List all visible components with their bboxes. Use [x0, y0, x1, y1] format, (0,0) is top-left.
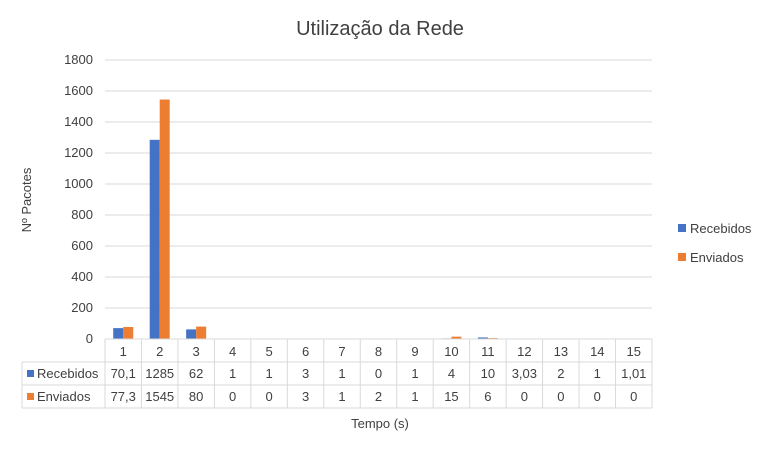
gridlines: [105, 59, 652, 309]
x-tick-label: 1: [120, 344, 127, 359]
data-label: 1545: [145, 389, 174, 404]
data-label: 1: [338, 389, 345, 404]
x-tick-label: 12: [517, 344, 531, 359]
y-tick-label: 0: [86, 331, 93, 346]
y-tick-label: 200: [71, 300, 93, 315]
x-axis-label: Tempo (s): [351, 416, 409, 431]
x-tick-label: 15: [627, 344, 641, 359]
data-label: 0: [229, 389, 236, 404]
data-label: 80: [189, 389, 203, 404]
data-label: 2: [557, 366, 564, 381]
bar-enviados-3: [196, 326, 207, 339]
legend-key-recebidos: [678, 224, 686, 232]
x-tick-label: 10: [444, 344, 458, 359]
data-label: 0: [557, 389, 564, 404]
x-tick-label: 2: [156, 344, 163, 359]
data-label: 6: [484, 389, 491, 404]
data-label: 1: [338, 366, 345, 381]
data-label: 0: [375, 366, 382, 381]
x-tick-label: 14: [590, 344, 604, 359]
data-label: 1: [594, 366, 601, 381]
legend-label: Recebidos: [690, 221, 752, 236]
data-label: 70,1: [111, 366, 136, 381]
bar-recebidos-2: [149, 139, 160, 339]
data-label: 0: [594, 389, 601, 404]
x-tick-label: 11: [481, 344, 495, 359]
bar-enviados-10: [451, 336, 462, 339]
legend: Recebidos Enviados: [678, 221, 752, 265]
x-tick-label: 7: [338, 344, 345, 359]
data-label: 62: [189, 366, 203, 381]
x-tick-label: 3: [193, 344, 200, 359]
data-label: 0: [521, 389, 528, 404]
y-axis-label: Nº Pacotes: [19, 167, 34, 232]
data-label: 1,01: [621, 366, 646, 381]
x-tick-label: 6: [302, 344, 309, 359]
bars: [113, 99, 644, 340]
table-key-enviados: [27, 393, 34, 400]
bar-recebidos-3: [186, 329, 197, 339]
data-label: 3,03: [512, 366, 537, 381]
y-tick-label: 1000: [64, 176, 93, 191]
x-tick-label: 13: [554, 344, 568, 359]
y-tick-label: 600: [71, 238, 93, 253]
table-series-name: Recebidos: [37, 366, 99, 381]
x-tick-label: 8: [375, 344, 382, 359]
data-label: 0: [630, 389, 637, 404]
data-label: 3: [302, 389, 309, 404]
data-label: 1285: [145, 366, 174, 381]
data-label: 15: [444, 389, 458, 404]
bar-recebidos-11: [477, 337, 488, 339]
x-tick-label: 5: [265, 344, 272, 359]
data-label: 2: [375, 389, 382, 404]
y-tick-label: 1200: [64, 145, 93, 160]
data-label: 4: [448, 366, 455, 381]
data-label: 1: [229, 366, 236, 381]
y-tick-label: 1600: [64, 83, 93, 98]
y-tick-label: 1400: [64, 114, 93, 129]
chart-title: Utilização da Rede: [296, 18, 464, 40]
data-label: 1: [411, 366, 418, 381]
data-label: 0: [265, 389, 272, 404]
data-label: 3: [302, 366, 309, 381]
x-tick-label: 9: [411, 344, 418, 359]
bar-recebidos-1: [113, 328, 124, 339]
table-series-name: Enviados: [37, 389, 91, 404]
data-label: 77,3: [111, 389, 136, 404]
bar-enviados-2: [159, 99, 170, 340]
y-tick-label: 400: [71, 269, 93, 284]
data-label: 10: [481, 366, 495, 381]
y-tick-label: 1800: [64, 52, 93, 67]
table-key-recebidos: [27, 370, 34, 377]
legend-label: Enviados: [690, 250, 744, 265]
y-ticks: 0 200 400 600 800 1000 1200 1400 1600 1800: [64, 52, 93, 346]
bar-enviados-1: [123, 327, 134, 339]
y-tick-label: 800: [71, 207, 93, 222]
data-label: 1: [411, 389, 418, 404]
data-label: 1: [265, 366, 272, 381]
x-tick-label: 4: [229, 344, 236, 359]
legend-key-enviados: [678, 253, 686, 261]
